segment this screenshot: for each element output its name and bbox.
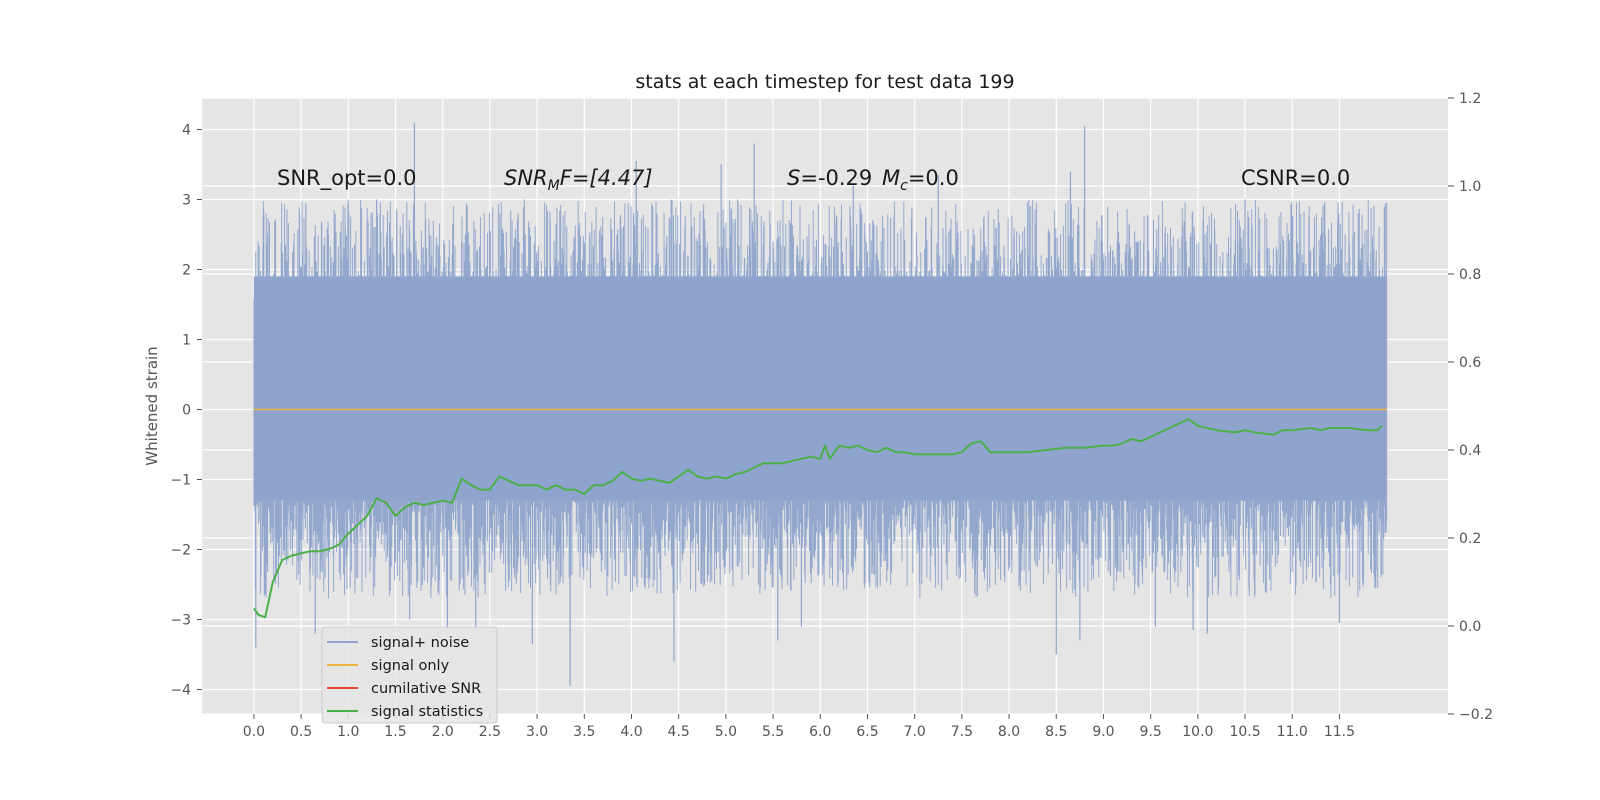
y-tick-label-8: 4 xyxy=(182,123,191,139)
legend: signal+ noise signal only cumilative SNR… xyxy=(321,626,498,724)
x-tick-label-22: 11.0 xyxy=(1277,724,1308,740)
annotation-s-rest: =-0.29 xyxy=(800,166,872,190)
annotation-mc-rest: =0.0 xyxy=(908,166,959,190)
y-tick-label-1: −3 xyxy=(170,613,191,629)
x-tick-label-4: 2.0 xyxy=(432,724,454,740)
axis-ticks: 0.0 0.5 1.0 1.5 2.0 2.5 3.0 3.5 4.0 4.5 5.0 5.5 6.0 6… xyxy=(170,91,1493,740)
annotation-mc-sub: c xyxy=(900,178,908,194)
annotation-snr-mf: SNRMF=[4.47] xyxy=(504,166,653,194)
y-tick-label-5: 1 xyxy=(182,333,191,349)
y-tick-label-4: 0 xyxy=(182,403,191,419)
y2-tick-label-0: −0.2 xyxy=(1459,707,1493,723)
x-tick-label-2: 1.0 xyxy=(337,724,359,740)
legend-label-2: cumilative SNR xyxy=(371,681,481,697)
legend-label-3: signal statistics xyxy=(371,704,483,720)
annotation-mc-main: M xyxy=(882,166,900,190)
x-tick-label-7: 3.5 xyxy=(573,724,595,740)
x-tick-label-13: 6.5 xyxy=(856,724,878,740)
x-tick-label-9: 4.5 xyxy=(668,724,690,740)
x-tick-label-23: 11.5 xyxy=(1324,724,1355,740)
series-signal-statistics xyxy=(253,418,1383,619)
x-tick-label-3: 1.5 xyxy=(384,724,406,740)
x-tick-label-0: 0.0 xyxy=(243,724,265,740)
x-tick-label-10: 5.0 xyxy=(715,724,737,740)
x-tick-label-17: 8.5 xyxy=(1045,724,1067,740)
legend-label-0: signal+ noise xyxy=(371,635,469,651)
y2-tick-label-3: 0.4 xyxy=(1459,443,1481,459)
annotation-snr-mf-rest: F=[4.47] xyxy=(560,166,653,190)
annotation-snr-opt: SNR_opt=0.0 xyxy=(277,166,417,191)
y2-tick-label-2: 0.2 xyxy=(1459,531,1481,547)
x-tick-label-16: 8.0 xyxy=(998,724,1020,740)
chart-title: stats at each timestep for test data 199 xyxy=(635,71,1014,93)
x-tick-label-21: 10.5 xyxy=(1229,724,1260,740)
x-tick-label-19: 9.5 xyxy=(1140,724,1162,740)
y2-tick-label-7: 1.2 xyxy=(1459,91,1481,107)
x-tick-label-11: 5.5 xyxy=(762,724,784,740)
y2-tick-label-6: 1.0 xyxy=(1459,179,1481,195)
y2-tick-label-1: 0.0 xyxy=(1459,619,1481,635)
y-tick-label-2: −2 xyxy=(170,543,191,559)
x-tick-label-12: 6.0 xyxy=(809,724,831,740)
y-axis-label: Whitened strain xyxy=(143,346,161,465)
annotation-s-main: S xyxy=(787,166,800,190)
x-tick-label-15: 7.5 xyxy=(951,724,973,740)
legend-label-1: signal only xyxy=(371,658,450,674)
y-tick-label-0: −4 xyxy=(170,683,191,699)
x-tick-label-1: 0.5 xyxy=(290,724,312,740)
y-tick-label-7: 3 xyxy=(182,193,191,209)
annotation-snr-mf-sub: M xyxy=(548,178,560,194)
x-tick-label-18: 9.0 xyxy=(1092,724,1114,740)
noise-core xyxy=(253,276,1387,501)
y2-tick-label-4: 0.6 xyxy=(1459,355,1481,371)
annotation-snr-mf-main: SNR xyxy=(504,166,548,190)
annotation-s: S=-0.29 xyxy=(787,166,872,190)
x-tick-label-14: 7.0 xyxy=(904,724,926,740)
annotation-mc: Mc=0.0 xyxy=(882,166,959,194)
y-tick-label-6: 2 xyxy=(182,263,191,279)
y-tick-label-3: −1 xyxy=(170,473,191,489)
legend-box xyxy=(321,626,498,724)
annotation-csnr: CSNR=0.0 xyxy=(1241,166,1350,190)
x-tick-label-5: 2.5 xyxy=(479,724,501,740)
x-tick-label-8: 4.0 xyxy=(620,724,642,740)
x-tick-label-6: 3.0 xyxy=(526,724,548,740)
signal-statistics-line xyxy=(253,418,1383,619)
x-tick-label-20: 10.0 xyxy=(1182,724,1213,740)
series-signal-noise xyxy=(253,122,1388,686)
y2-tick-label-5: 0.8 xyxy=(1459,267,1481,283)
